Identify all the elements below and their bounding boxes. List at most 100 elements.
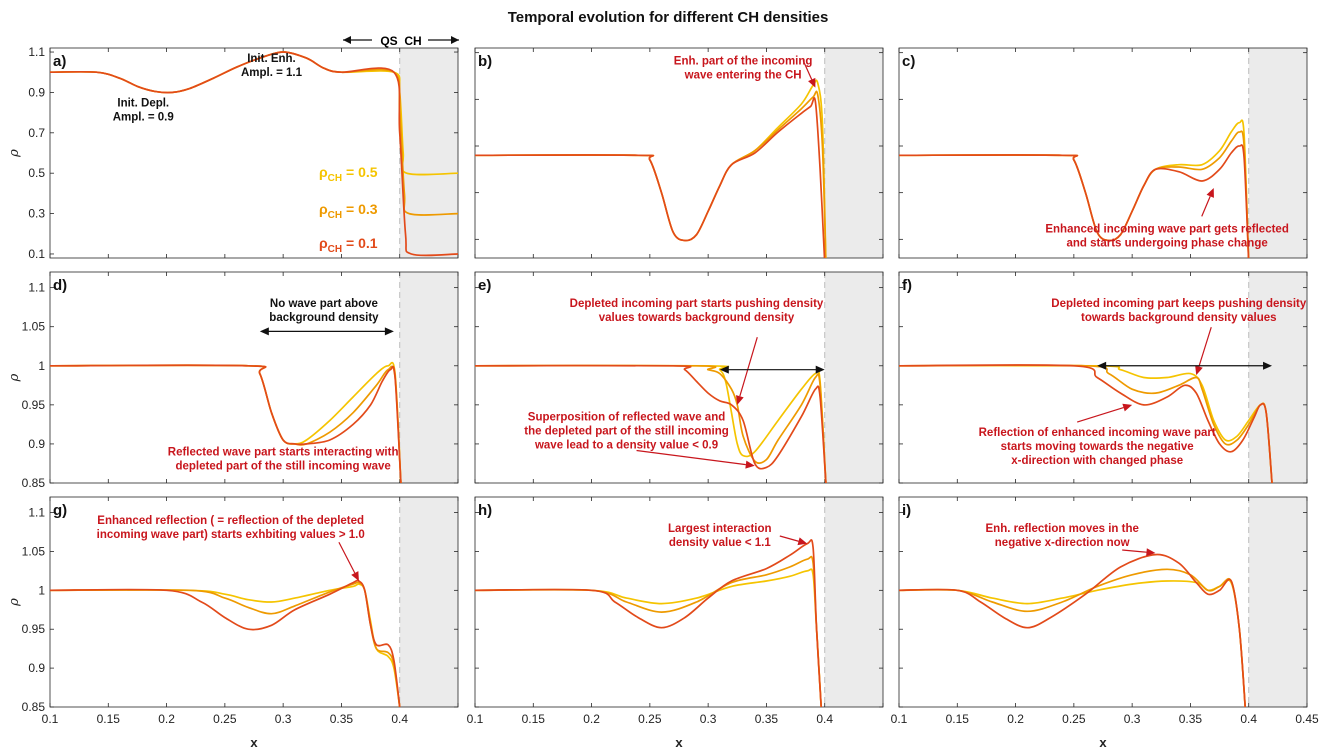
- panel-g-xtick-label: 0.2: [158, 712, 175, 726]
- panel-g-xtick-label: 0.15: [97, 712, 121, 726]
- panel-h: 0.1 0.15 0.2 0.25 0.3 0.35 0.4 x h) Largest inter…: [467, 496, 884, 750]
- panel-e-arrowhead-e1: [736, 395, 744, 405]
- panel-f-annotation-f2: x-direction with changed phase: [1011, 455, 1183, 467]
- panel-a: 0.1 0.3 0.5 0.7 0.9 1.1 ρ a) Init. Depl. Ampl. = …: [7, 45, 459, 261]
- panel-h-xtick-label: 0.2: [583, 712, 600, 726]
- legend-rho-03-base: ρ: [319, 201, 328, 217]
- legend-rho-03-value: = 0.3: [342, 201, 378, 217]
- panel-e-annotation-e1: Depleted incoming part starts pushing de…: [570, 298, 824, 310]
- panel-f-arrowhead-f1: [1195, 365, 1203, 376]
- panel-a-ytick-label: 0.5: [28, 166, 45, 180]
- panel-i-annotation-i1: negative x-direction now: [995, 537, 1130, 549]
- panel-f-arrowhead-f2: [1122, 403, 1133, 412]
- panel-g-label: g): [53, 502, 67, 519]
- panel-d-annotation-d1: background density: [269, 312, 379, 324]
- panel-b-ch-region: [824, 48, 883, 258]
- panel-i-annotation-i1: Enh. reflection moves in the: [986, 523, 1139, 535]
- panel-e-series-rho05: [475, 364, 827, 483]
- panel-c-ch-region: [1248, 48, 1307, 258]
- panel-d: 0.85 0.9 0.95 1 1.05 1.1 ρ d) No wave part above…: [7, 271, 459, 490]
- legend-rho-05-value: = 0.5: [342, 164, 378, 180]
- panel-d-ytick-label: 1.1: [28, 281, 45, 295]
- panel-g-annotation-g1: Enhanced reflection ( = reflection of th…: [97, 515, 364, 527]
- panel-h-ch-region: [824, 497, 883, 707]
- panel-d-ylabel: ρ: [7, 373, 22, 382]
- panel-i-label: i): [902, 502, 911, 519]
- panel-d-annotation-d1: No wave part above: [270, 298, 378, 310]
- legend-rho-01-sub: CH: [328, 244, 342, 255]
- panel-g-ytick-label: 0.9: [28, 661, 45, 675]
- panel-c-series-rho01: [899, 144, 1250, 258]
- panel-i-xtick-label: 0.1: [891, 712, 908, 726]
- panel-a-ylabel: ρ: [7, 149, 22, 158]
- panel-i-xtick-label: 0.25: [1062, 712, 1086, 726]
- panel-c: c) Enhanced incoming wave part gets refle…: [898, 47, 1308, 259]
- panel-h-frame: [474, 496, 884, 708]
- panel-d-frame: [49, 271, 459, 484]
- panel-f-double-arrow-left: [1097, 361, 1107, 370]
- panel-g-frame: [49, 496, 459, 708]
- legend-rho-01: ρCH = 0.1: [319, 235, 378, 255]
- panel-i-xtick-label: 0.4: [1240, 712, 1257, 726]
- panel-i-series-rho01: [899, 553, 1247, 707]
- panel-d-ytick-label: 0.85: [22, 476, 46, 490]
- panel-d-series-rho01: [50, 364, 402, 483]
- panel-i-xtick-label: 0.15: [946, 712, 970, 726]
- legend-rho-01-value: = 0.1: [342, 235, 378, 251]
- panel-e-frame: [474, 271, 884, 484]
- panel-h-series-rho03: [475, 555, 823, 707]
- panel-i-xtick-label: 0.3: [1124, 712, 1141, 726]
- panel-f: f) Depleted incoming part keeps pushing d…: [898, 271, 1308, 484]
- panel-e-label: e): [478, 277, 491, 294]
- panel-b-annotation-b1: Enh. part of the incoming: [674, 55, 813, 67]
- panel-a-ytick-label: 0.9: [28, 85, 45, 99]
- panel-i: 0.1 0.15 0.2 0.25 0.3 0.35 0.4 0.45 x i) Enh. refl…: [891, 496, 1319, 750]
- panel-f-annotation-f1: towards background density values: [1081, 312, 1277, 324]
- panel-f-arrow-f1: [1198, 326, 1212, 367]
- panel-b-series-rho05: [475, 79, 827, 258]
- panel-e-arrow-e2: [636, 449, 746, 466]
- panel-d-series-group: [50, 361, 402, 483]
- panel-h-arrowhead-h1: [797, 537, 808, 546]
- panel-a-label: a): [53, 53, 66, 70]
- panel-e: e) Depleted incoming part starts pushing …: [474, 271, 884, 484]
- panel-e-annotation-e2: Superposition of reflected wave and: [528, 411, 725, 423]
- panel-d-double-arrow-right: [384, 327, 394, 336]
- panel-h-series-group: [475, 539, 823, 707]
- panel-g-series-rho01: [50, 579, 401, 707]
- panel-g-ytick-label: 1: [38, 583, 45, 597]
- panel-h-xtick-label: 0.25: [638, 712, 662, 726]
- panel-i-xtick-label: 0.45: [1295, 712, 1319, 726]
- legend-rho-03: ρCH = 0.3: [319, 201, 378, 221]
- panel-e-annotation-e2: wave lead to a density value < 0.9: [534, 439, 718, 451]
- panel-h-annotation-h1: Largest interaction: [668, 523, 772, 535]
- qs-ch-header: QS CH: [343, 34, 459, 48]
- panel-h-xtick-label: 0.4: [816, 712, 833, 726]
- panel-a-series-rho01: [50, 51, 458, 257]
- panel-a-annotation-depl: Init. Depl.: [117, 98, 169, 110]
- panel-i-arrowhead-i1: [1146, 548, 1156, 557]
- panel-g-xtick-label: 0.1: [42, 712, 59, 726]
- panel-d-annotation-d2: depleted part of the still incoming wave: [175, 461, 390, 473]
- panel-d-ch-region: [399, 272, 458, 483]
- panel-h-xtick-label: 0.15: [522, 712, 546, 726]
- panel-e-series-rho03: [475, 364, 827, 483]
- panel-h-xtick-label: 0.3: [700, 712, 717, 726]
- panel-g-series-rho05: [50, 583, 401, 707]
- panel-g-xtick-label: 0.25: [213, 712, 237, 726]
- panels-group: 0.1 0.3 0.5 0.7 0.9 1.1 ρ a) Init. Depl. Ampl. = …: [7, 45, 1319, 750]
- panel-g-series-group: [50, 579, 401, 707]
- panel-b-series-group: [475, 79, 827, 258]
- panel-c-arrowhead-c1: [1206, 188, 1214, 198]
- panel-e-annotation-e1: values towards background density: [599, 312, 795, 324]
- panel-g-xtick-label: 0.3: [275, 712, 292, 726]
- panel-f-annotation-f2: Reflection of enhanced incoming wave par…: [979, 427, 1216, 439]
- panel-e-arrowhead-e2: [745, 460, 755, 469]
- panel-f-double-arrow-right: [1263, 361, 1273, 370]
- panel-d-double-arrow-left: [259, 327, 269, 336]
- panel-i-xtick-label: 0.2: [1007, 712, 1024, 726]
- panel-i-xlabel: x: [1099, 735, 1107, 750]
- panel-g: 0.85 0.9 0.95 1 1.05 1.1 0.1 0.15 0.2 0.25 0.3 0.35…: [7, 496, 459, 750]
- legend-rho-03-sub: CH: [328, 210, 342, 221]
